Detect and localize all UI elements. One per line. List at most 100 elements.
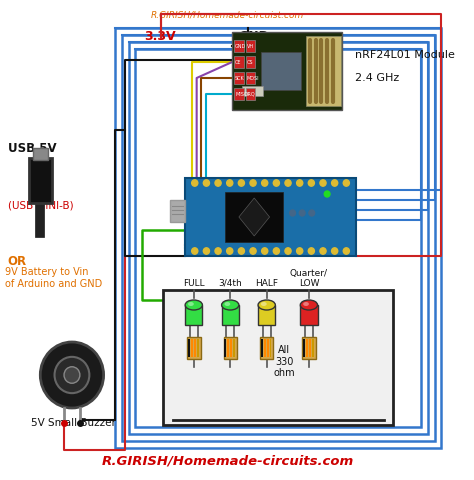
Circle shape bbox=[227, 180, 233, 186]
Text: nRF24L01 Module: nRF24L01 Module bbox=[355, 50, 455, 60]
Text: All
330
ohm: All 330 ohm bbox=[273, 345, 295, 378]
Ellipse shape bbox=[222, 300, 239, 310]
Circle shape bbox=[309, 210, 315, 216]
Bar bbox=[300, 305, 318, 325]
Bar bbox=[115, 28, 441, 448]
Text: MOSI: MOSI bbox=[246, 75, 259, 81]
Polygon shape bbox=[239, 198, 270, 236]
Circle shape bbox=[343, 248, 349, 254]
Ellipse shape bbox=[185, 300, 202, 310]
Ellipse shape bbox=[303, 302, 309, 306]
Text: HALF: HALF bbox=[255, 279, 278, 288]
Bar bbox=[170, 200, 185, 222]
Bar bbox=[232, 32, 343, 110]
Circle shape bbox=[297, 180, 303, 186]
Bar bbox=[188, 339, 190, 357]
Text: OR: OR bbox=[8, 255, 27, 268]
Bar bbox=[246, 56, 255, 68]
Circle shape bbox=[320, 180, 326, 186]
Ellipse shape bbox=[258, 300, 275, 310]
Circle shape bbox=[40, 342, 104, 408]
Text: IRQ: IRQ bbox=[246, 92, 255, 96]
Text: 5V Small Buzzer: 5V Small Buzzer bbox=[31, 418, 116, 428]
Bar bbox=[261, 339, 263, 357]
Bar bbox=[270, 339, 272, 357]
Bar bbox=[29, 158, 52, 203]
Text: 2.4 GHz: 2.4 GHz bbox=[355, 73, 399, 83]
Bar bbox=[234, 56, 244, 68]
Circle shape bbox=[55, 357, 90, 393]
Bar bbox=[228, 339, 229, 357]
Text: 3/4th: 3/4th bbox=[219, 279, 242, 288]
Text: CS: CS bbox=[246, 60, 253, 64]
Text: USB 5V: USB 5V bbox=[8, 142, 56, 155]
Circle shape bbox=[262, 180, 268, 186]
Text: VH: VH bbox=[246, 44, 254, 48]
Bar bbox=[306, 339, 308, 357]
Circle shape bbox=[308, 180, 314, 186]
Ellipse shape bbox=[300, 300, 318, 310]
Bar bbox=[303, 339, 305, 357]
Circle shape bbox=[299, 210, 305, 216]
Circle shape bbox=[238, 248, 245, 254]
Circle shape bbox=[203, 180, 210, 186]
Bar bbox=[187, 337, 201, 359]
Bar bbox=[258, 305, 275, 325]
Text: GND: GND bbox=[238, 30, 269, 43]
Bar bbox=[264, 339, 266, 357]
Circle shape bbox=[308, 248, 314, 254]
Circle shape bbox=[290, 210, 295, 216]
Text: 3.3V: 3.3V bbox=[144, 30, 175, 43]
Text: GND: GND bbox=[235, 44, 246, 48]
Circle shape bbox=[250, 248, 256, 254]
Bar bbox=[226, 192, 283, 242]
Bar bbox=[230, 339, 232, 357]
Circle shape bbox=[238, 180, 245, 186]
Circle shape bbox=[191, 248, 198, 254]
Bar bbox=[135, 49, 421, 427]
Bar bbox=[302, 337, 316, 359]
Bar bbox=[128, 42, 428, 434]
Circle shape bbox=[262, 248, 268, 254]
Bar bbox=[309, 339, 311, 357]
Bar bbox=[225, 339, 227, 357]
Bar bbox=[234, 88, 244, 100]
Ellipse shape bbox=[225, 302, 230, 306]
Circle shape bbox=[324, 191, 330, 197]
Bar bbox=[185, 305, 202, 325]
Text: R.GIRISH/Homemade-circuits.com: R.GIRISH/Homemade-circuits.com bbox=[101, 455, 354, 468]
Text: Quarter/
LOW: Quarter/ LOW bbox=[290, 269, 328, 288]
Circle shape bbox=[64, 367, 80, 383]
Circle shape bbox=[332, 248, 338, 254]
Bar bbox=[224, 337, 237, 359]
Circle shape bbox=[227, 248, 233, 254]
Ellipse shape bbox=[261, 302, 267, 306]
Circle shape bbox=[273, 180, 280, 186]
Circle shape bbox=[285, 180, 291, 186]
Bar bbox=[260, 337, 273, 359]
Bar bbox=[185, 178, 356, 256]
Circle shape bbox=[297, 248, 303, 254]
Bar bbox=[197, 339, 199, 357]
Circle shape bbox=[191, 180, 198, 186]
Bar bbox=[33, 148, 48, 160]
Circle shape bbox=[343, 180, 349, 186]
Bar bbox=[306, 36, 340, 106]
Bar bbox=[312, 339, 314, 357]
Bar bbox=[222, 305, 239, 325]
Text: SCK: SCK bbox=[235, 75, 245, 81]
Circle shape bbox=[285, 248, 291, 254]
Circle shape bbox=[273, 248, 280, 254]
Bar bbox=[261, 52, 301, 90]
Bar bbox=[122, 35, 435, 441]
Text: CE: CE bbox=[235, 60, 242, 64]
Bar bbox=[191, 339, 193, 357]
Bar bbox=[234, 40, 244, 52]
Bar bbox=[194, 339, 196, 357]
Bar bbox=[233, 339, 235, 357]
Ellipse shape bbox=[188, 302, 194, 306]
Text: (USB MINI-B): (USB MINI-B) bbox=[8, 200, 73, 210]
Circle shape bbox=[215, 180, 221, 186]
Circle shape bbox=[332, 180, 338, 186]
Text: R.GIRISH/Homemade-circuist.com: R.GIRISH/Homemade-circuist.com bbox=[151, 10, 304, 19]
